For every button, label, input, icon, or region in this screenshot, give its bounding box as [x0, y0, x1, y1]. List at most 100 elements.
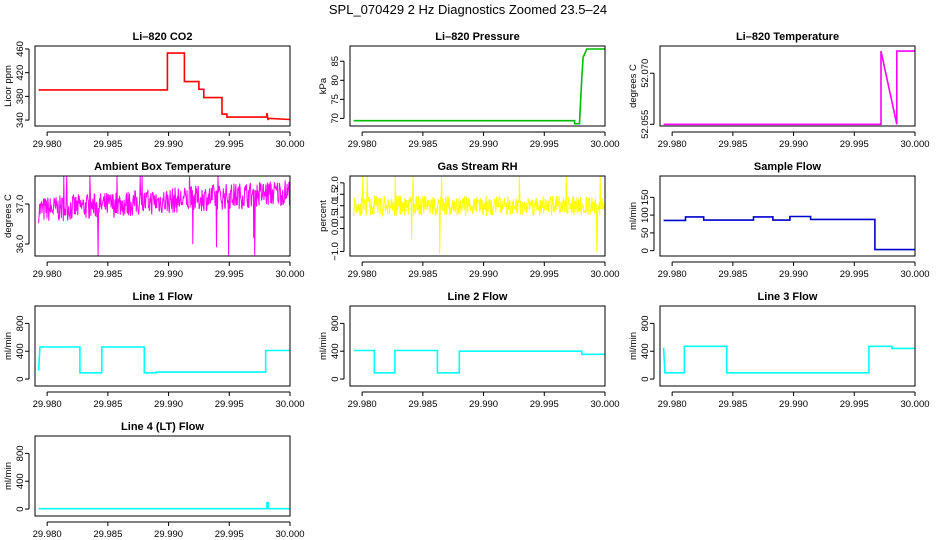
x-tick-label: 29.995 — [840, 139, 869, 150]
data-series — [663, 215, 915, 251]
x-tick-label: 29.990 — [779, 139, 808, 150]
x-tick-label: 29.985 — [93, 529, 122, 540]
figure-title: SPL_070429 2 Hz Diagnostics Zoomed 23.5–… — [329, 2, 607, 17]
y-tick-label: 150 — [640, 189, 651, 205]
x-tick-label: 29.995 — [840, 269, 869, 280]
y-axis-label: Licor ppm — [3, 65, 14, 107]
data-series — [353, 48, 605, 125]
y-axis-label: kPa — [318, 77, 329, 94]
y-axis-label: percent — [318, 200, 329, 232]
x-tick-label: 29.990 — [154, 529, 183, 540]
data-series — [353, 175, 606, 254]
panel-title: Line 3 Flow — [758, 291, 818, 303]
y-tick-label: 0.0 — [330, 222, 341, 235]
chart-panel: Line 3 Flow ml/min 29.980 29.985 29.990 29.99… — [628, 291, 930, 410]
x-tick-label: 29.980 — [33, 399, 62, 410]
y-tick-label: 85 — [330, 56, 341, 67]
x-tick-label: 29.980 — [33, 139, 62, 150]
plot-frame — [659, 305, 916, 387]
y-tick-label: 400 — [640, 343, 651, 359]
x-tick-label: 29.985 — [408, 139, 437, 150]
x-tick-label: 29.995 — [530, 269, 559, 280]
x-tick-label: 29.990 — [779, 269, 808, 280]
y-tick-label: 0 — [640, 376, 651, 381]
y-axis-label: ml/min — [3, 332, 14, 360]
panel-title: Ambient Box Temperature — [94, 161, 231, 173]
x-tick-label: 29.985 — [718, 269, 747, 280]
chart-panel: Ambient Box Temperature degrees C 29.980 29… — [3, 161, 305, 280]
x-tick-label: 29.995 — [530, 399, 559, 410]
x-tick-label: 29.995 — [215, 269, 244, 280]
y-tick-label: 0.5 — [330, 211, 341, 224]
x-tick-label: 29.995 — [215, 529, 244, 540]
x-tick-label: 29.995 — [840, 399, 869, 410]
x-tick-label: 29.990 — [469, 139, 498, 150]
chart-panel: Li–820 Temperature degrees C 29.980 29.985 2… — [628, 31, 930, 150]
x-tick-label: 30.000 — [900, 269, 929, 280]
y-tick-label: 36.0 — [15, 235, 26, 254]
y-axis-label: ml/min — [628, 202, 639, 230]
panel-title: Li–820 Temperature — [736, 31, 839, 43]
y-tick-label: 340 — [15, 112, 26, 128]
panel-grid: Li–820 CO2 Licor ppm 29.980 29.985 29.990 29.… — [3, 31, 930, 540]
x-tick-label: 29.980 — [33, 269, 62, 280]
x-tick-label: 29.990 — [469, 269, 498, 280]
x-tick-label: 29.990 — [154, 269, 183, 280]
chart-panel: Li–820 CO2 Licor ppm 29.980 29.985 29.990 29.… — [3, 31, 305, 150]
x-tick-label: 30.000 — [275, 269, 304, 280]
x-tick-label: 30.000 — [900, 399, 929, 410]
panel-title: Li–820 Pressure — [435, 31, 519, 43]
y-axis-label: degrees C — [628, 64, 639, 108]
x-tick-label: 29.985 — [408, 269, 437, 280]
chart-panel: Sample Flow ml/min 29.980 29.985 29.990 29.99… — [628, 161, 930, 280]
x-tick-label: 29.980 — [658, 399, 687, 410]
plot-frame — [34, 435, 291, 517]
plot-frame — [659, 175, 916, 257]
x-tick-label: 30.000 — [275, 139, 304, 150]
y-axis-label: ml/min — [628, 332, 639, 360]
y-tick-label: 2.0 — [330, 176, 341, 189]
x-tick-label: 29.985 — [93, 399, 122, 410]
y-tick-label: 0 — [15, 506, 26, 511]
x-tick-label: 30.000 — [900, 139, 929, 150]
data-series — [38, 52, 291, 121]
y-tick-label: 0 — [330, 376, 341, 381]
x-tick-label: 29.990 — [154, 399, 183, 410]
data-series — [353, 349, 605, 374]
y-tick-label: 400 — [330, 343, 341, 359]
y-tick-label: 75 — [330, 94, 341, 105]
chart-panel: Gas Stream RH percent 29.980 29.985 29.990 29… — [318, 161, 620, 280]
panel-title: Line 2 Flow — [448, 291, 508, 303]
y-tick-label: 800 — [640, 315, 651, 331]
chart-panel: Li–820 Pressure kPa 29.980 29.985 29.990 29.9… — [318, 31, 620, 150]
data-series — [662, 345, 915, 374]
data-series — [663, 50, 915, 126]
panel-title: Gas Stream RH — [437, 161, 517, 173]
y-axis-label: ml/min — [3, 462, 14, 490]
x-tick-label: 29.995 — [215, 399, 244, 410]
plot-frame — [349, 45, 606, 127]
y-tick-label: 1.0 — [330, 199, 341, 212]
y-tick-label: 52.055 — [640, 110, 651, 139]
y-tick-label: 400 — [15, 343, 26, 359]
x-tick-label: 30.000 — [590, 399, 619, 410]
x-tick-label: 29.980 — [348, 269, 377, 280]
panel-title: Line 4 (LT) Flow — [121, 421, 204, 433]
x-tick-label: 29.985 — [718, 399, 747, 410]
x-tick-label: 30.000 — [590, 269, 619, 280]
x-tick-label: 29.990 — [469, 399, 498, 410]
y-tick-label: 400 — [15, 473, 26, 489]
chart-panel: Line 2 Flow ml/min 29.980 29.985 29.990 29.99… — [318, 291, 620, 410]
x-tick-label: 29.980 — [33, 529, 62, 540]
y-tick-label: 1.5 — [330, 188, 341, 201]
y-axis-label: degrees C — [3, 194, 14, 238]
y-tick-label: 50 — [640, 228, 651, 239]
y-tick-label: −1.0 — [330, 242, 341, 261]
panel-title: Line 1 Flow — [133, 291, 193, 303]
y-tick-label: 800 — [330, 315, 341, 331]
data-series — [38, 502, 290, 510]
data-series — [37, 346, 290, 374]
y-tick-label: 420 — [15, 65, 26, 81]
chart-panel: Line 4 (LT) Flow ml/min 29.980 29.985 29.990… — [3, 421, 305, 540]
